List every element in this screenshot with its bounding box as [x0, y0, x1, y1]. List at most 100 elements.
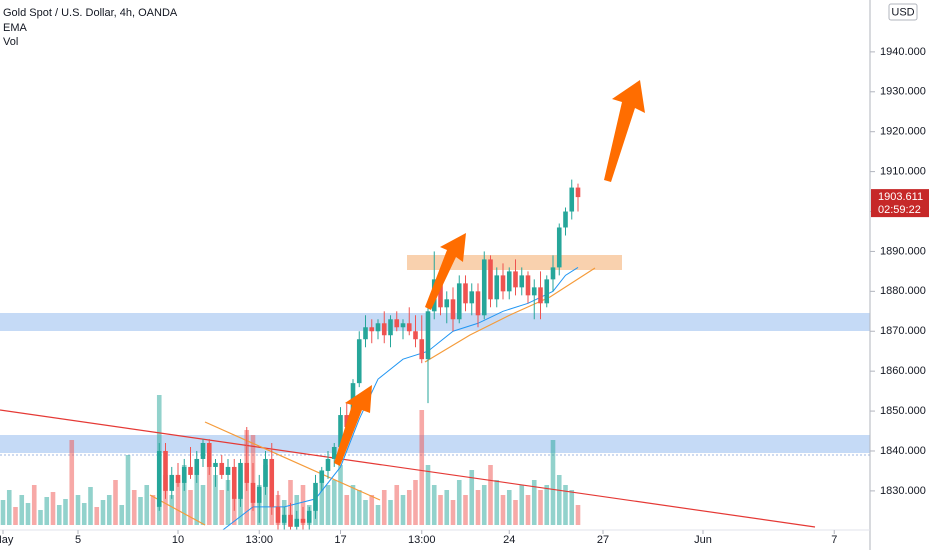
candle-body	[419, 339, 425, 360]
candle-body	[550, 267, 556, 280]
y-tick-label: 1880.000	[880, 285, 926, 297]
volume-bar	[344, 495, 350, 525]
legend-indicator: Vol	[3, 36, 18, 48]
candle-body	[531, 287, 537, 296]
volume-bar	[163, 475, 168, 525]
candle-body	[556, 227, 562, 268]
support-zone	[0, 435, 870, 453]
volume-bar	[494, 480, 500, 525]
candle-body	[406, 323, 412, 332]
candle-body	[275, 506, 281, 523]
volume-bar	[450, 500, 456, 525]
volume-bar	[513, 500, 518, 525]
x-tick-label: 13:00	[245, 534, 273, 546]
x-tick-label: 7	[831, 534, 837, 546]
x-tick-label: 10	[172, 534, 184, 546]
candle-body	[169, 474, 175, 491]
candle-body	[344, 415, 350, 428]
volume-bar	[113, 480, 118, 525]
volume-bar	[50, 492, 56, 525]
candle-body	[375, 323, 381, 332]
candle-body	[356, 339, 362, 384]
candle-body	[313, 482, 318, 511]
volume-bar	[19, 495, 25, 525]
volume-bar	[413, 480, 418, 525]
volume-bar	[463, 495, 468, 525]
volume-bar	[200, 485, 206, 525]
candle-body	[475, 291, 481, 316]
candle-body	[444, 299, 450, 308]
candle-body	[256, 486, 262, 503]
legend-title: Gold Spot / U.S. Dollar, 4h, OANDA	[3, 7, 178, 19]
candle-body	[250, 482, 256, 503]
volume-bar	[475, 490, 481, 525]
candle-body	[413, 331, 418, 340]
volume-bar	[194, 470, 200, 525]
candle-body	[575, 187, 581, 198]
y-tick-label: 1850.000	[880, 405, 926, 417]
x-tick-label: May	[0, 534, 14, 546]
volume-bar	[138, 497, 143, 525]
volume-bar	[331, 480, 337, 525]
y-tick-label: 1840.000	[880, 445, 926, 457]
volume-bar	[569, 490, 575, 525]
candle-body	[269, 458, 275, 507]
candle-body	[438, 279, 443, 308]
volume-bar	[206, 445, 212, 525]
y-tick-label: 1890.000	[880, 245, 926, 257]
candle-body	[288, 514, 293, 527]
candle-body	[369, 327, 375, 332]
volume-bar	[425, 465, 431, 525]
volume-bar	[150, 495, 156, 525]
candle-body	[494, 275, 500, 300]
candle-body	[231, 466, 237, 499]
volume-bar	[375, 505, 381, 525]
volume-bar	[488, 465, 493, 525]
candle-body	[569, 187, 575, 212]
x-tick-label: Jun	[694, 534, 712, 546]
arrow	[334, 385, 372, 466]
candle-body	[319, 470, 325, 483]
volume-bar	[325, 485, 331, 525]
candle-body	[363, 327, 368, 340]
candle-body	[225, 466, 231, 475]
candle-body	[300, 518, 306, 523]
volume-bar	[363, 500, 368, 525]
volume-bar	[438, 495, 443, 525]
candle-body	[331, 446, 337, 459]
resistance-zone	[407, 255, 622, 270]
candle-body	[506, 271, 512, 292]
candle-body	[200, 442, 206, 459]
volume-bar	[300, 485, 306, 525]
y-axis: 1830.000 1840.000 1850.000 1860.000 1870.000…	[0, 46, 926, 546]
y-tick-label: 1930.000	[880, 86, 926, 98]
volume-bar	[100, 500, 106, 525]
volume-bar	[94, 507, 100, 525]
currency-label[interactable]: USD	[891, 6, 914, 18]
candle-body	[463, 283, 468, 304]
volume-bar	[225, 480, 231, 525]
trendline	[0, 409, 816, 528]
volume-bar	[81, 503, 87, 525]
volume-bar	[63, 499, 68, 525]
volume-bar	[263, 465, 268, 525]
y-tick-label: 1920.000	[880, 126, 926, 138]
candle-body	[388, 319, 393, 336]
volume-bar	[6, 490, 12, 525]
volume-bar	[550, 440, 556, 525]
candle-body	[481, 259, 487, 316]
y-tick-label: 1830.000	[880, 485, 926, 497]
volume-bar	[319, 470, 325, 525]
candle-body	[544, 279, 550, 304]
volume-bar	[119, 505, 125, 525]
support-zone	[0, 313, 870, 331]
volume-bar	[88, 487, 93, 525]
volume-bar	[75, 495, 81, 525]
candle-body	[188, 466, 193, 475]
volume-bar	[506, 490, 512, 525]
y-tick-label: 1910.000	[880, 166, 926, 178]
currency-badge[interactable]	[888, 3, 918, 21]
volume-bar	[394, 485, 400, 525]
volume-bar	[0, 500, 6, 525]
candle-body	[306, 510, 312, 523]
